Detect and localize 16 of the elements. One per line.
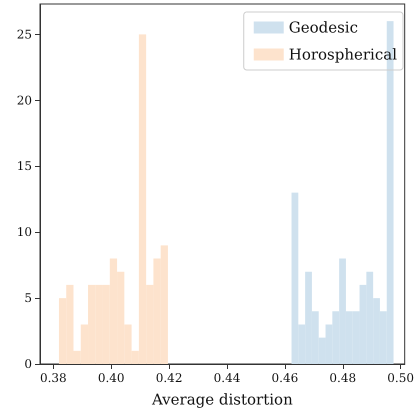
y-tick-label: 0 xyxy=(24,357,32,371)
legend-label: Horospherical xyxy=(288,46,398,64)
x-tick-label: 0.38 xyxy=(40,371,67,385)
y-tick-label: 15 xyxy=(16,159,32,174)
y-tick-label: 5 xyxy=(24,291,32,306)
y-tick-label: 10 xyxy=(16,225,32,240)
x-tick-label: 0.50 xyxy=(387,371,414,385)
y-tick-label: 20 xyxy=(16,93,32,108)
x-tick-label: 0.40 xyxy=(98,371,125,385)
legend-label: Geodesic xyxy=(288,18,358,36)
x-tick-label: 0.42 xyxy=(156,371,182,385)
x-tick-label: 0.48 xyxy=(329,371,356,385)
x-axis-title: Average distortion xyxy=(150,390,294,408)
y-tick-label: 25 xyxy=(16,27,32,42)
x-tick-label: 0.46 xyxy=(272,371,298,385)
x-tick-label: 0.44 xyxy=(214,371,241,385)
